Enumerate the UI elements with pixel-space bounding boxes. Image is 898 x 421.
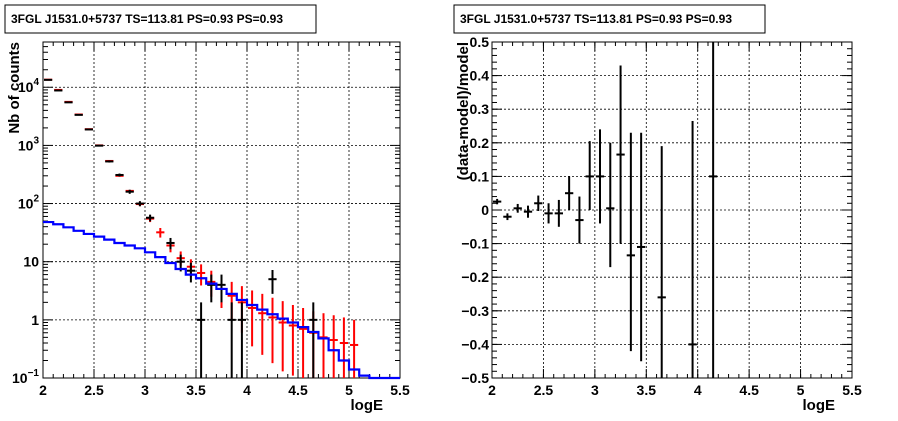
x-tick-label: 3 [591,382,599,398]
title-box [4,4,317,34]
chart-title: 3FGL J1531.0+5737 TS=113.81 PS=0.93 PS=0… [11,12,283,26]
x-tick-label: 5.5 [390,382,410,398]
y-tick-label: 10−1 [12,368,39,386]
x-tick-label: 5 [797,382,805,398]
x-tick-label: 4 [243,382,251,398]
y-tick-label: 104 [18,77,40,95]
y-tick-label: 0.3 [470,101,490,117]
chart-title: 3FGL J1531.0+5737 TS=113.81 PS=0.93 PS=0… [460,12,732,26]
y-tick-label: 10 [23,254,39,270]
x-tick-label: 3.5 [637,382,657,398]
y-tick-label: −0.3 [461,303,489,319]
y-tick-label: 0.4 [470,68,490,84]
residuals-panel: 2 2.5 3 3.5 4 4.5 5 5.5 −0.5 −0.4 −0.3 −0.2 −0.1 0 0.1… [453,4,862,414]
y-tick-label: −0.5 [461,370,489,386]
y-tick-label: 0.1 [470,168,490,184]
y-tick-label: 1 [31,312,39,328]
y-axis-label: Nb of counts [6,42,23,134]
y-tick-label: −0.2 [461,269,489,285]
x-tick-label: 4.5 [288,382,308,398]
plot-frame [42,41,401,379]
x-tick-label: 2 [39,382,47,398]
y-tick-label: −0.1 [461,236,489,252]
y-tick-label: 103 [18,135,40,153]
x-tick-label: 2 [488,382,496,398]
x-tick-label: 5.5 [842,382,862,398]
x-tick-label: 2.5 [534,382,554,398]
x-tick-label: 2.5 [84,382,104,398]
y-axis-label: (data-model)/model [455,42,472,180]
x-tick-label: 3.5 [186,382,206,398]
spectrum-panel: 2 2.5 3 3.5 4 4.5 5 5.5 10−1 1 10 102 103 104 3FGL J15… [4,4,410,414]
y-tick-label: 0.5 [470,34,490,50]
x-axis-label: logE [351,397,384,414]
x-tick-label: 3 [141,382,149,398]
x-tick-label: 4 [694,382,702,398]
x-tick-label: 5 [345,382,353,398]
model-step-line [43,220,400,380]
y-tick-label: 102 [18,194,40,212]
y-tick-label: 0 [481,202,489,218]
x-tick-label: 4.5 [739,382,759,398]
y-tick-label: −0.4 [461,336,489,352]
x-axis-label: logE [803,397,836,414]
y-tick-label: 0.2 [470,135,490,151]
title-box [453,4,766,34]
